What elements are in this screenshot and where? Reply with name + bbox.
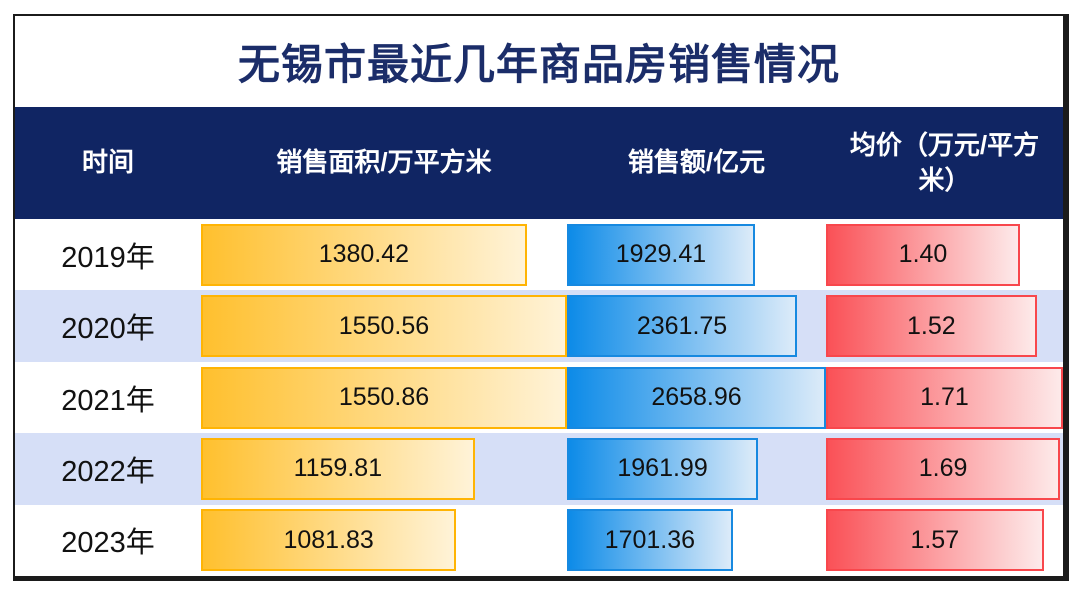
sales-cell: 2658.96: [567, 362, 826, 433]
price-cell: 1.57: [826, 505, 1063, 576]
sales-cell: 1929.41: [567, 219, 826, 290]
sales-cell: 2361.75: [567, 290, 826, 361]
year-cell: 2019年: [61, 241, 155, 274]
table-body: 2019年 1380.42 1929.41 1.40 2020年 1550.56…: [15, 219, 1063, 577]
table-row: 2020年 1550.56 2361.75 1.52: [15, 290, 1063, 362]
year-cell: 2023年: [61, 527, 155, 560]
price-data-bar: 1.71: [826, 366, 1063, 429]
area-data-bar: 1380.42: [201, 223, 527, 286]
sales-data-bar: 2658.96: [567, 366, 826, 429]
price-data-bar: 1.52: [826, 295, 1037, 358]
sales-table: 无锡市最近几年商品房销售情况 时间 销售面积/万平方米 销售额/亿元 均价（万元…: [13, 14, 1069, 581]
column-header-sales: 销售额/亿元: [627, 147, 766, 178]
sales-cell: 1701.36: [567, 505, 826, 576]
price-data-bar: 1.40: [826, 223, 1021, 286]
sales-data-bar: 1961.99: [567, 437, 759, 500]
area-cell: 1159.81: [201, 433, 567, 504]
price-cell: 1.69: [826, 433, 1063, 504]
table-row: 2023年 1081.83 1701.36 1.57: [15, 504, 1063, 577]
table-row: 2022年 1159.81 1961.99 1.69: [15, 433, 1063, 505]
area-data-bar: 1550.86: [201, 366, 567, 429]
price-data-bar: 1.57: [826, 509, 1044, 572]
table-header-row: 时间 销售面积/万平方米 销售额/亿元 均价（万元/平方米）: [15, 107, 1063, 219]
title-band: 无锡市最近几年商品房销售情况: [15, 16, 1063, 107]
column-header-area: 销售面积/万平方米: [276, 147, 492, 178]
price-cell: 1.52: [826, 290, 1063, 361]
table-row: 2019年 1380.42 1929.41 1.40: [15, 219, 1063, 291]
table-row: 2021年 1550.86 2658.96 1.71: [15, 361, 1063, 434]
price-data-bar: 1.69: [826, 437, 1061, 500]
area-cell: 1380.42: [201, 219, 567, 290]
area-data-bar: 1081.83: [201, 509, 457, 572]
price-cell: 1.71: [826, 362, 1063, 433]
sales-data-bar: 2361.75: [567, 295, 798, 358]
page-title: 无锡市最近几年商品房销售情况: [237, 41, 840, 88]
year-cell: 2022年: [61, 455, 155, 488]
column-header-time: 时间: [81, 147, 134, 178]
price-cell: 1.40: [826, 219, 1063, 290]
area-cell: 1081.83: [201, 505, 567, 576]
area-cell: 1550.86: [201, 362, 567, 433]
year-cell: 2020年: [61, 313, 155, 346]
area-cell: 1550.56: [201, 290, 567, 361]
sales-data-bar: 1929.41: [567, 223, 755, 286]
area-data-bar: 1550.56: [201, 295, 567, 358]
column-header-price: 均价（万元/平方米）: [849, 129, 1040, 195]
sales-cell: 1961.99: [567, 433, 826, 504]
sales-data-bar: 1701.36: [567, 509, 733, 572]
area-data-bar: 1159.81: [201, 437, 475, 500]
year-cell: 2021年: [61, 384, 155, 417]
